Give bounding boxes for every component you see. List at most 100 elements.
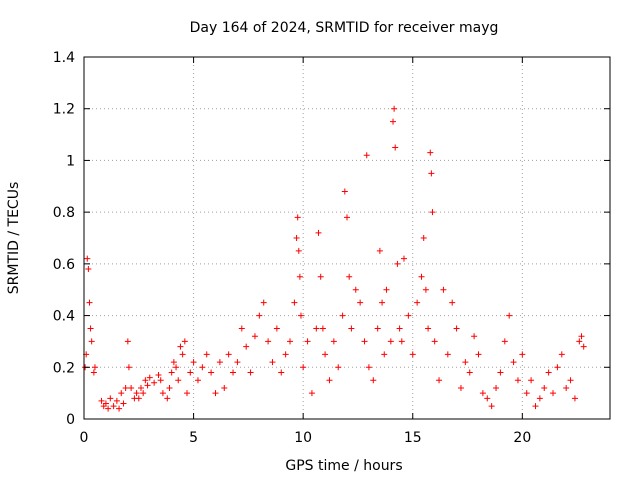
data-point [414, 299, 421, 306]
data-point [315, 229, 322, 236]
grid [84, 57, 610, 419]
data-point [457, 384, 464, 391]
data-point [361, 338, 368, 345]
data-point [238, 325, 245, 332]
data-point [383, 286, 390, 293]
data-point [436, 377, 443, 384]
data-point [541, 384, 548, 391]
y-tick-label: 0.6 [53, 257, 75, 273]
data-point [256, 312, 263, 319]
x-tick-label: 20 [513, 430, 531, 446]
data-point [87, 325, 94, 332]
x-tick-label: 15 [404, 430, 422, 446]
data-point [387, 338, 394, 345]
data-point [462, 359, 469, 366]
data-point [85, 266, 92, 273]
data-point [346, 273, 353, 280]
y-tick-label: 0 [66, 412, 75, 428]
data-point [90, 369, 97, 376]
x-tick-label: 5 [189, 430, 198, 446]
data-point [199, 364, 206, 371]
data-point [221, 384, 228, 391]
data-point [146, 374, 153, 381]
x-axis-label: GPS time / hours [285, 458, 402, 474]
data-point [247, 369, 254, 376]
data-point [514, 377, 521, 384]
data-point [260, 299, 267, 306]
data-point [295, 247, 302, 254]
data-point [523, 390, 530, 397]
data-point [479, 390, 486, 397]
x-tick-label: 10 [294, 430, 312, 446]
data-point [400, 255, 407, 262]
data-point [528, 377, 535, 384]
data-point [234, 359, 241, 366]
data-point [341, 188, 348, 195]
data-point [293, 235, 300, 241]
y-axis-label: SRMTID / TECUs [6, 182, 22, 295]
data-point [322, 351, 329, 358]
data-point [519, 351, 526, 358]
data-point [493, 384, 500, 391]
data-point [374, 325, 381, 332]
data-point [208, 369, 215, 376]
data-point [273, 325, 280, 332]
data-point [287, 338, 294, 345]
data-point [580, 343, 587, 350]
data-point [181, 338, 188, 345]
data-point [164, 395, 171, 402]
data-point [194, 377, 201, 384]
data-point [357, 299, 364, 306]
y-tick-label: 1.4 [53, 50, 75, 66]
data-point [425, 325, 432, 332]
data-point [243, 343, 250, 350]
data-point [471, 333, 478, 340]
data-point [563, 384, 570, 391]
data-point [578, 333, 585, 340]
data-point [190, 359, 197, 366]
data-point [203, 351, 210, 358]
data-point [428, 170, 435, 177]
data-point [422, 286, 429, 293]
data-point [339, 312, 346, 319]
data-point [151, 379, 158, 386]
data-point [155, 372, 162, 379]
data-point [120, 400, 127, 407]
data-point [135, 395, 142, 402]
data-point [391, 105, 398, 112]
data-point [429, 209, 436, 216]
data-point [405, 312, 412, 319]
data-point [230, 369, 237, 376]
data-point [173, 364, 180, 371]
data-point [122, 384, 129, 391]
plot-frame [83, 56, 611, 420]
data-point [317, 273, 324, 280]
data-point [278, 369, 285, 376]
data-points [82, 105, 587, 412]
data-point [144, 382, 151, 389]
data-point [558, 351, 565, 358]
data-point [88, 338, 95, 345]
data-point [313, 325, 320, 332]
data-point [140, 390, 147, 397]
y-tick-label: 0.8 [53, 205, 75, 221]
data-point [418, 273, 425, 280]
data-point [506, 312, 513, 319]
data-point [294, 214, 301, 221]
data-point [166, 384, 173, 391]
data-point [475, 351, 482, 358]
data-point [554, 364, 561, 371]
data-point [86, 299, 93, 306]
data-point [296, 273, 303, 280]
data-point [376, 247, 383, 254]
data-point [159, 390, 166, 397]
data-point [175, 377, 182, 384]
data-point [265, 338, 272, 345]
data-point [484, 395, 491, 402]
data-point [113, 397, 120, 404]
data-point [124, 338, 131, 345]
data-point [449, 299, 456, 306]
data-point [110, 403, 117, 410]
data-point [297, 312, 304, 319]
